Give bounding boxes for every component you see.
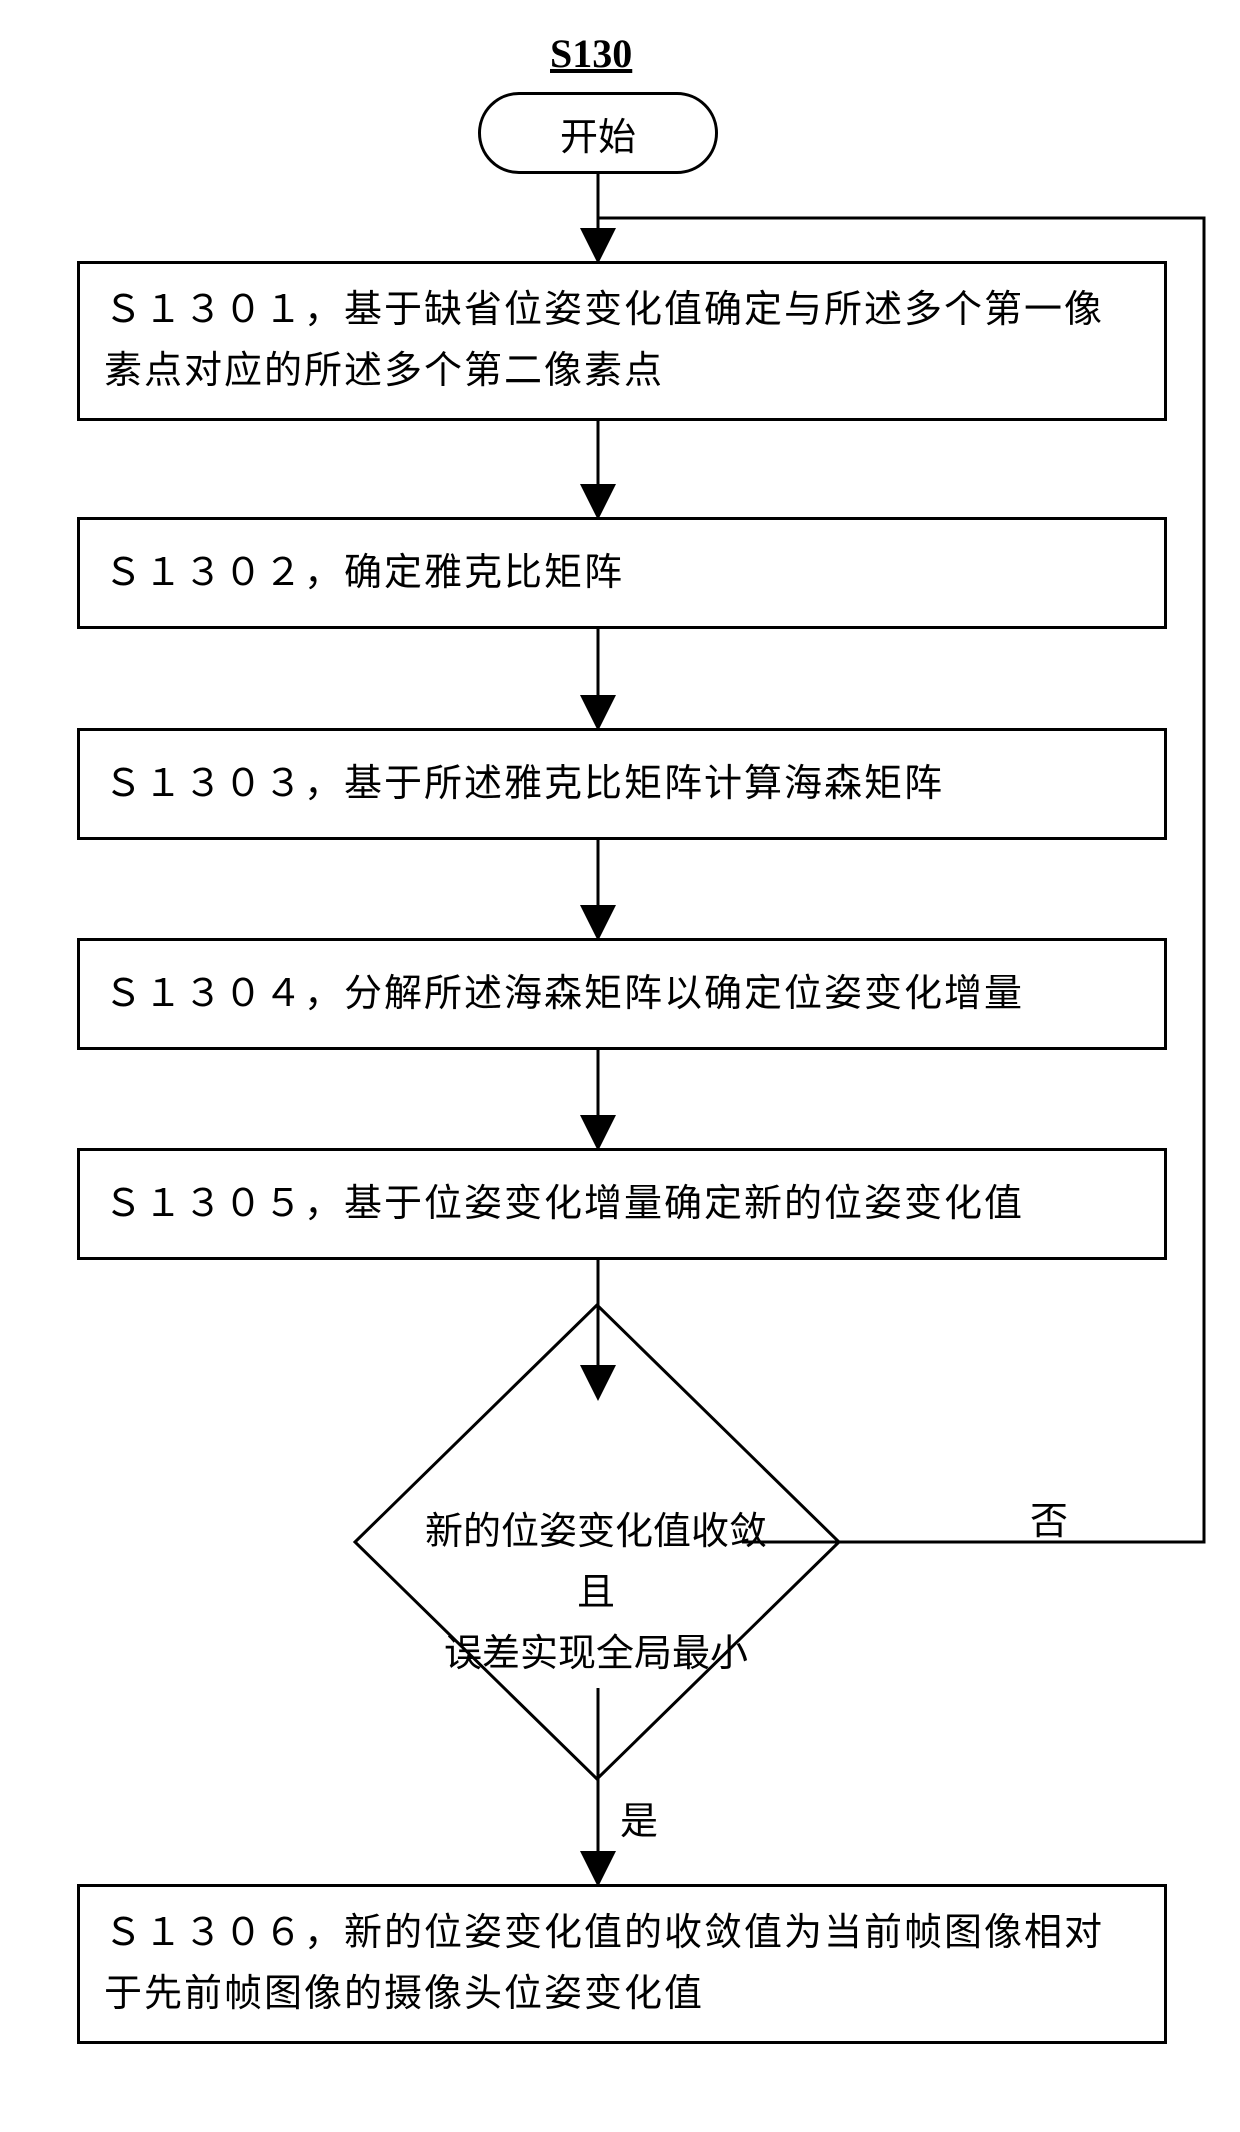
title-text: S130 bbox=[550, 31, 632, 76]
decision-line2: 误差实现全局最小 bbox=[416, 1624, 776, 1685]
box-s1302: Ｓ１３０２，确定雅克比矩阵 bbox=[77, 517, 1167, 629]
label-no: 否 bbox=[1030, 1490, 1068, 1545]
box-s1306-text: Ｓ１３０６，新的位姿变化值的收敛值为当前帧图像相对于先前帧图像的摄像头位姿变化值 bbox=[104, 1903, 1140, 2025]
box-s1301-text: Ｓ１３０１，基于缺省位姿变化值确定与所述多个第一像素点对应的所述多个第二像素点 bbox=[104, 280, 1140, 402]
start-label: 开始 bbox=[560, 106, 636, 161]
start-terminal: 开始 bbox=[478, 92, 718, 174]
decision-line1: 新的位姿变化值收敛且 bbox=[416, 1502, 776, 1624]
box-s1304-text: Ｓ１３０４，分解所述海森矩阵以确定位姿变化增量 bbox=[104, 964, 1024, 1025]
label-yes: 是 bbox=[620, 1790, 658, 1845]
diagram-title: S130 bbox=[550, 30, 632, 77]
box-s1305-text: Ｓ１３０５，基于位姿变化增量确定新的位姿变化值 bbox=[104, 1174, 1024, 1235]
box-s1304: Ｓ１３０４，分解所述海森矩阵以确定位姿变化增量 bbox=[77, 938, 1167, 1050]
box-s1303: Ｓ１３０３，基于所述雅克比矩阵计算海森矩阵 bbox=[77, 728, 1167, 840]
box-s1306: Ｓ１３０６，新的位姿变化值的收敛值为当前帧图像相对于先前帧图像的摄像头位姿变化值 bbox=[77, 1884, 1167, 2044]
box-s1305: Ｓ１３０５，基于位姿变化增量确定新的位姿变化值 bbox=[77, 1148, 1167, 1260]
decision-text-container: 新的位姿变化值收敛且 误差实现全局最小 bbox=[416, 1502, 776, 1684]
box-s1302-text: Ｓ１３０２，确定雅克比矩阵 bbox=[104, 543, 624, 604]
box-s1303-text: Ｓ１３０３，基于所述雅克比矩阵计算海森矩阵 bbox=[104, 754, 944, 815]
box-s1301: Ｓ１３０１，基于缺省位姿变化值确定与所述多个第一像素点对应的所述多个第二像素点 bbox=[77, 261, 1167, 421]
